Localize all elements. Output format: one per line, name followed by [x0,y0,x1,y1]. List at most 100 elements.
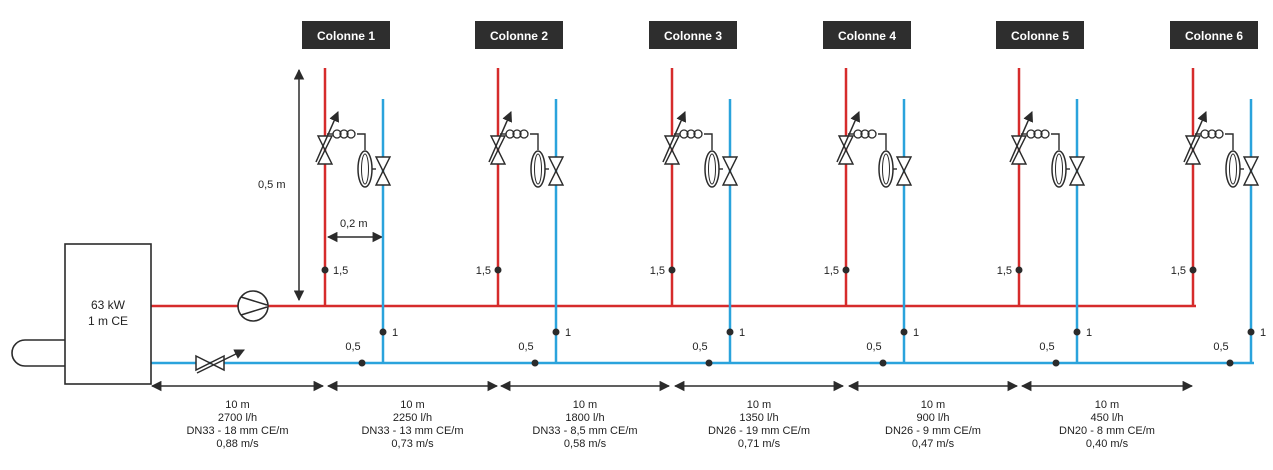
column-3: Colonne 3 1,5 1 0,5 [649,21,745,367]
measure-point-supply [1015,266,1023,274]
measure-label-main-return: 0,5 [518,341,533,353]
segment-pipe: DN33 - 13 mm CE/m [361,425,463,437]
measure-point-main-return [1226,359,1234,367]
measure-label-supply: 1,5 [650,265,665,277]
measure-point-main-return [1052,359,1060,367]
return-valve-icon [547,156,565,186]
column-1: Colonne 1 1,5 1 0,5 [302,21,398,367]
capillary-sensor-icon [327,129,376,188]
measure-label-return: 1 [913,327,919,339]
measure-point-return [900,328,908,336]
measure-label-main-return: 0,5 [692,341,707,353]
column-title-badge [996,21,1084,49]
measure-point-main-return [358,359,366,367]
column-6: Colonne 6 1,5 1 0,5 [1170,21,1266,367]
boiler-power: 63 kW [91,298,126,312]
column-title: Colonne 4 [838,29,896,43]
segment-flow: 1350 l/h [739,412,778,424]
measure-point-return [1247,328,1255,336]
capillary-sensor-icon [1195,129,1244,188]
measure-label-main-return: 0,5 [1213,341,1228,353]
thermostatic-valve-icon [315,111,339,165]
column-5: Colonne 5 1,5 1 0,5 [996,21,1092,367]
measure-label-return: 1 [739,327,745,339]
pump-icon [237,290,269,322]
column-title: Colonne 3 [664,29,722,43]
thermostatic-valve-icon [836,111,860,165]
measure-point-main-return [531,359,539,367]
segment-velocity: 0,47 m/s [912,438,955,450]
return-valve-icon [1242,156,1260,186]
segment-flow: 900 l/h [916,412,949,424]
measure-point-supply [668,266,676,274]
segment-length: 10 m [573,399,597,411]
measure-point-return [1073,328,1081,336]
measure-label-supply: 1,5 [333,265,348,277]
measure-label-return: 1 [565,327,571,339]
column-title-badge [475,21,563,49]
measure-label-supply: 1,5 [476,265,491,277]
segment-pipe: DN20 - 8 mm CE/m [1059,425,1155,437]
return-valve-icon [374,156,392,186]
segment-flow: 2250 l/h [393,412,432,424]
return-valve-icon [721,156,739,186]
segment-velocity: 0,58 m/s [564,438,607,450]
column-title-badge [649,21,737,49]
spacing-dimension-label: 0,2 m [340,218,368,230]
return-valve-icon [895,156,913,186]
measure-point-return [552,328,560,336]
return-valve-icon [1068,156,1086,186]
thermostatic-valve-icon [1009,111,1033,165]
segment-length: 10 m [400,399,424,411]
main-balancing-valve-icon [195,349,245,374]
column-title-badge [302,21,390,49]
thermostatic-valve-icon [1183,111,1207,165]
column-title: Colonne 6 [1185,29,1243,43]
segment-velocity: 0,40 m/s [1086,438,1129,450]
capillary-sensor-icon [1021,129,1070,188]
measure-point-supply [842,266,850,274]
height-dimension-label: 0,5 m [258,179,286,191]
measure-label-supply: 1,5 [824,265,839,277]
measure-label-return: 1 [1260,327,1266,339]
column-title: Colonne 2 [490,29,548,43]
thermostatic-valve-icon [662,111,686,165]
column-title: Colonne 5 [1011,29,1069,43]
measure-label-supply: 1,5 [1171,265,1186,277]
capillary-sensor-icon [674,129,723,188]
segment-length: 10 m [921,399,945,411]
column-title-badge [1170,21,1258,49]
measure-point-main-return [879,359,887,367]
column-title-badge [823,21,911,49]
measure-point-return [726,328,734,336]
column-title: Colonne 1 [317,29,375,43]
burner-icon [11,339,65,367]
segment-velocity: 0,73 m/s [391,438,434,450]
measure-point-return [379,328,387,336]
boiler-head: 1 m CE [88,314,128,328]
segment-flow: 1800 l/h [565,412,604,424]
segment-pipe: DN26 - 9 mm CE/m [885,425,981,437]
measure-point-supply [1189,266,1197,274]
column-2: Colonne 2 1,5 1 0,5 [475,21,571,367]
segment-velocity: 0,71 m/s [738,438,781,450]
measure-point-supply [494,266,502,274]
column-4: Colonne 4 1,5 1 0,5 [823,21,919,367]
measure-label-return: 1 [392,327,398,339]
capillary-sensor-icon [848,129,897,188]
thermostatic-valve-icon [488,111,512,165]
segment-length: 10 m [1095,399,1119,411]
segment-pipe: DN33 - 18 mm CE/m [186,425,288,437]
measure-point-main-return [705,359,713,367]
measure-label-supply: 1,5 [997,265,1012,277]
measure-label-main-return: 0,5 [866,341,881,353]
spacing-dimension: 0,2 m [326,218,384,243]
